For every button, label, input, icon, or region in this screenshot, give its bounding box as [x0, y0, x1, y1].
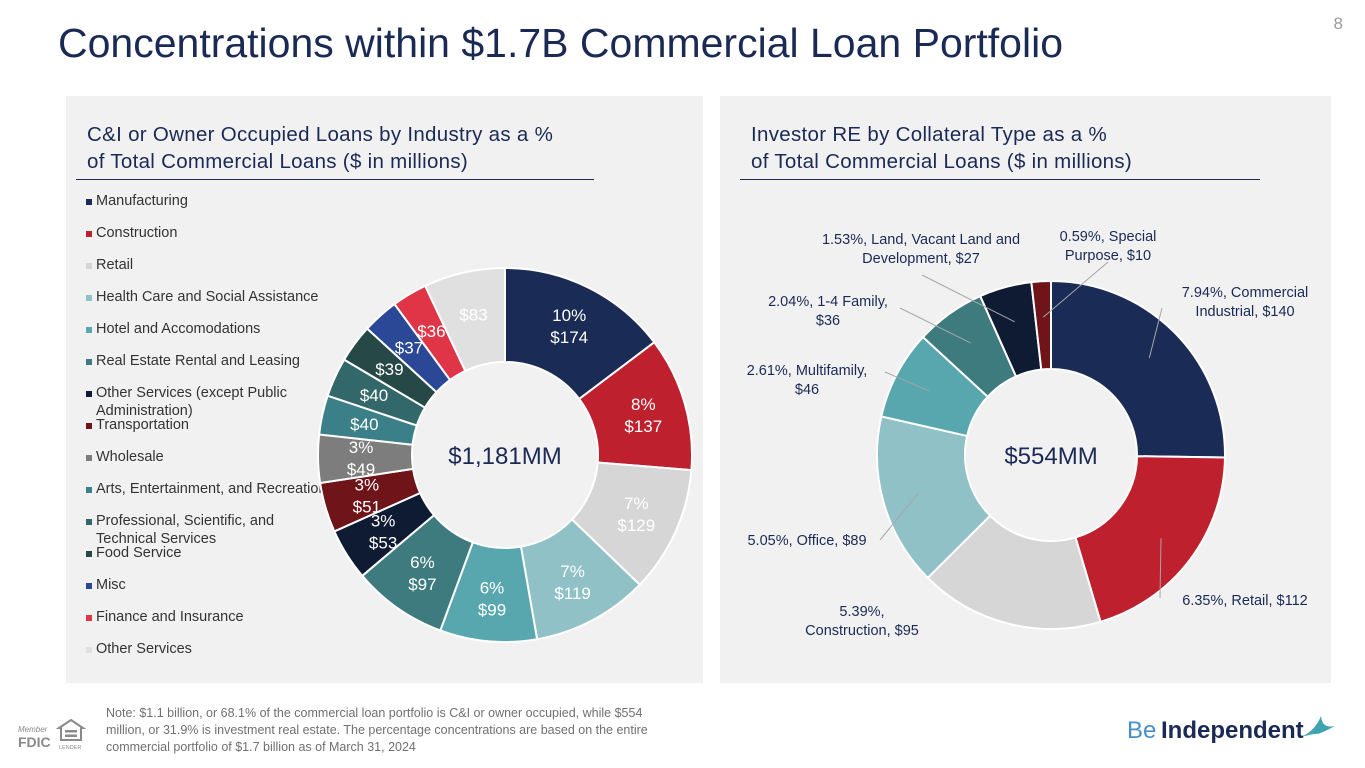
legend-label: Transportation [96, 417, 189, 433]
legend-label: Professional, Scientific, and Technical … [96, 513, 275, 547]
equal-housing-lender-text: LENDER [59, 745, 81, 751]
legend-label: Arts, Entertainment, and Recreation [96, 481, 327, 497]
legend-swatch [86, 231, 92, 237]
collateral-leader-line-multifamily [884, 371, 930, 392]
industry-data-label-arts-entertainment-and-recreation: $40 [350, 415, 378, 434]
collateral-center-label: $554MM [1004, 443, 1097, 470]
industry-title-rule [76, 179, 594, 180]
collateral-leader-line-retail [1159, 538, 1162, 599]
collateral-data-label-special-purpose: 0.59%, Special Purpose, $10 [1060, 229, 1157, 264]
legend-label: Other Services [96, 641, 192, 657]
legend-label: Construction [96, 225, 178, 241]
legend-label: Real Estate Rental and Leasing [96, 353, 300, 369]
be-independent-logo: Be Independent [1127, 712, 1339, 752]
industry-data-label-transportation: 3% $51 [353, 476, 381, 517]
industry-data-label-health-care-and-social-assistance: 7% $119 [554, 562, 591, 603]
collateral-leader-line-special-purpose [1042, 261, 1109, 318]
collateral-slice-commercial-industrial [1050, 279, 1226, 459]
legend-swatch [86, 583, 92, 589]
collateral-slice-construction [926, 514, 1102, 630]
legend-label: Manufacturing [96, 193, 188, 209]
brand-word-be: Be [1127, 717, 1157, 744]
equal-housing-icon [55, 718, 87, 741]
page-title: Concentrations within $1.7B Commercial L… [58, 20, 1064, 66]
industry-data-label-hotel-and-accomodations: 6% $99 [478, 578, 506, 619]
footnote: Note: $1.1 billion, or 68.1% of the comm… [106, 706, 648, 754]
legend-label: Hotel and Accomodations [96, 321, 261, 337]
industry-data-label-construction: 8% $137 [624, 395, 662, 436]
legend-swatch [86, 455, 92, 461]
industry-data-label-finance-and-insurance: $36 [417, 322, 445, 341]
legend-swatch [86, 551, 92, 557]
fdic-equal-housing-logo: Member FDIC LENDER [18, 718, 87, 751]
brand-word-independent: Independent [1161, 717, 1304, 744]
collateral-data-label-commercial-industrial: 7.94%, Commercial Industrial, $140 [1182, 285, 1309, 320]
legend-swatch [86, 263, 92, 269]
legend-swatch [86, 391, 92, 397]
industry-data-label-other-services-except-public-administration: 3% $53 [369, 512, 397, 553]
legend-label: Misc [96, 577, 126, 593]
collateral-title-line1: Investor RE by Collateral Type as a % [751, 123, 1107, 146]
industry-panel-title: C&I or Owner Occupied Loans by Industry … [87, 121, 553, 175]
industry-title-line1: C&I or Owner Occupied Loans by Industry … [87, 123, 554, 146]
legend-label: Health Care and Social Assistance [96, 289, 319, 305]
industry-data-label-retail: 7% $129 [617, 494, 655, 535]
industry-slice-manufacturing [504, 266, 656, 401]
collateral-leader-line-land-vacant-land-and-development [921, 274, 1015, 323]
industry-data-label-misc: $37 [395, 339, 423, 358]
legend-swatch [86, 519, 92, 525]
collateral-title-rule [740, 179, 1260, 180]
collateral-panel-title: Investor RE by Collateral Type as a % of… [751, 121, 1132, 175]
legend-label: Finance and Insurance [96, 609, 244, 625]
collateral-data-label-multifamily: 2.61%, Multifamily, $46 [747, 363, 868, 398]
legend-label: Retail [96, 257, 134, 273]
legend-swatch [86, 487, 92, 493]
industry-data-label-manufacturing: 10% $174 [550, 306, 588, 347]
legend-swatch [86, 423, 92, 429]
industry-data-label-other-services: $83 [459, 305, 487, 324]
fdic-member-text: Member [18, 725, 48, 734]
collateral-title-line2: of Total Commercial Loans ($ in millions… [751, 150, 1133, 173]
collateral-data-label-1-4-family: 2.04%, 1-4 Family, $36 [768, 294, 888, 329]
page-number: 8 [1333, 14, 1343, 33]
industry-data-label-professional-scientific-and-technical-services: $40 [360, 386, 388, 405]
collateral-leader-line-commercial-industrial [1148, 307, 1163, 359]
legend-swatch [86, 295, 92, 301]
legend-swatch [86, 359, 92, 365]
fdic-text: FDIC [18, 734, 51, 750]
legend-swatch [86, 615, 92, 621]
collateral-leader-line-1-4-family [899, 307, 971, 344]
legend-swatch [86, 647, 92, 653]
collateral-data-label-office: 5.05%, Office, $89 [747, 533, 866, 549]
industry-slice-other-services [423, 266, 506, 373]
industry-data-label-real-estate-rental-and-leasing: 6% $97 [408, 553, 436, 594]
collateral-data-label-construction: 5.39%, Construction, $95 [805, 604, 919, 639]
legend-label: Food Service [96, 545, 182, 561]
legend-swatch [86, 327, 92, 333]
legend-swatch [86, 199, 92, 205]
legend-label: Other Services (except Public Administra… [96, 385, 287, 419]
legend-label: Wholesale [96, 449, 164, 465]
bird-icon [1303, 716, 1335, 736]
industry-title-line2: of Total Commercial Loans ($ in millions… [87, 150, 469, 173]
collateral-data-label-retail: 6.35%, Retail, $112 [1182, 593, 1307, 609]
industry-data-label-food-service: $39 [375, 360, 403, 379]
collateral-slice-retail [1074, 455, 1226, 624]
industry-data-label-wholesale: 3% $49 [347, 438, 375, 479]
collateral-slice-special-purpose [1030, 279, 1052, 371]
collateral-leader-line-office [879, 492, 919, 541]
collateral-data-label-land-vacant-land-and-development: 1.53%, Land, Vacant Land and Development,… [822, 232, 1020, 267]
industry-center-label: $1,181MM [448, 443, 561, 470]
